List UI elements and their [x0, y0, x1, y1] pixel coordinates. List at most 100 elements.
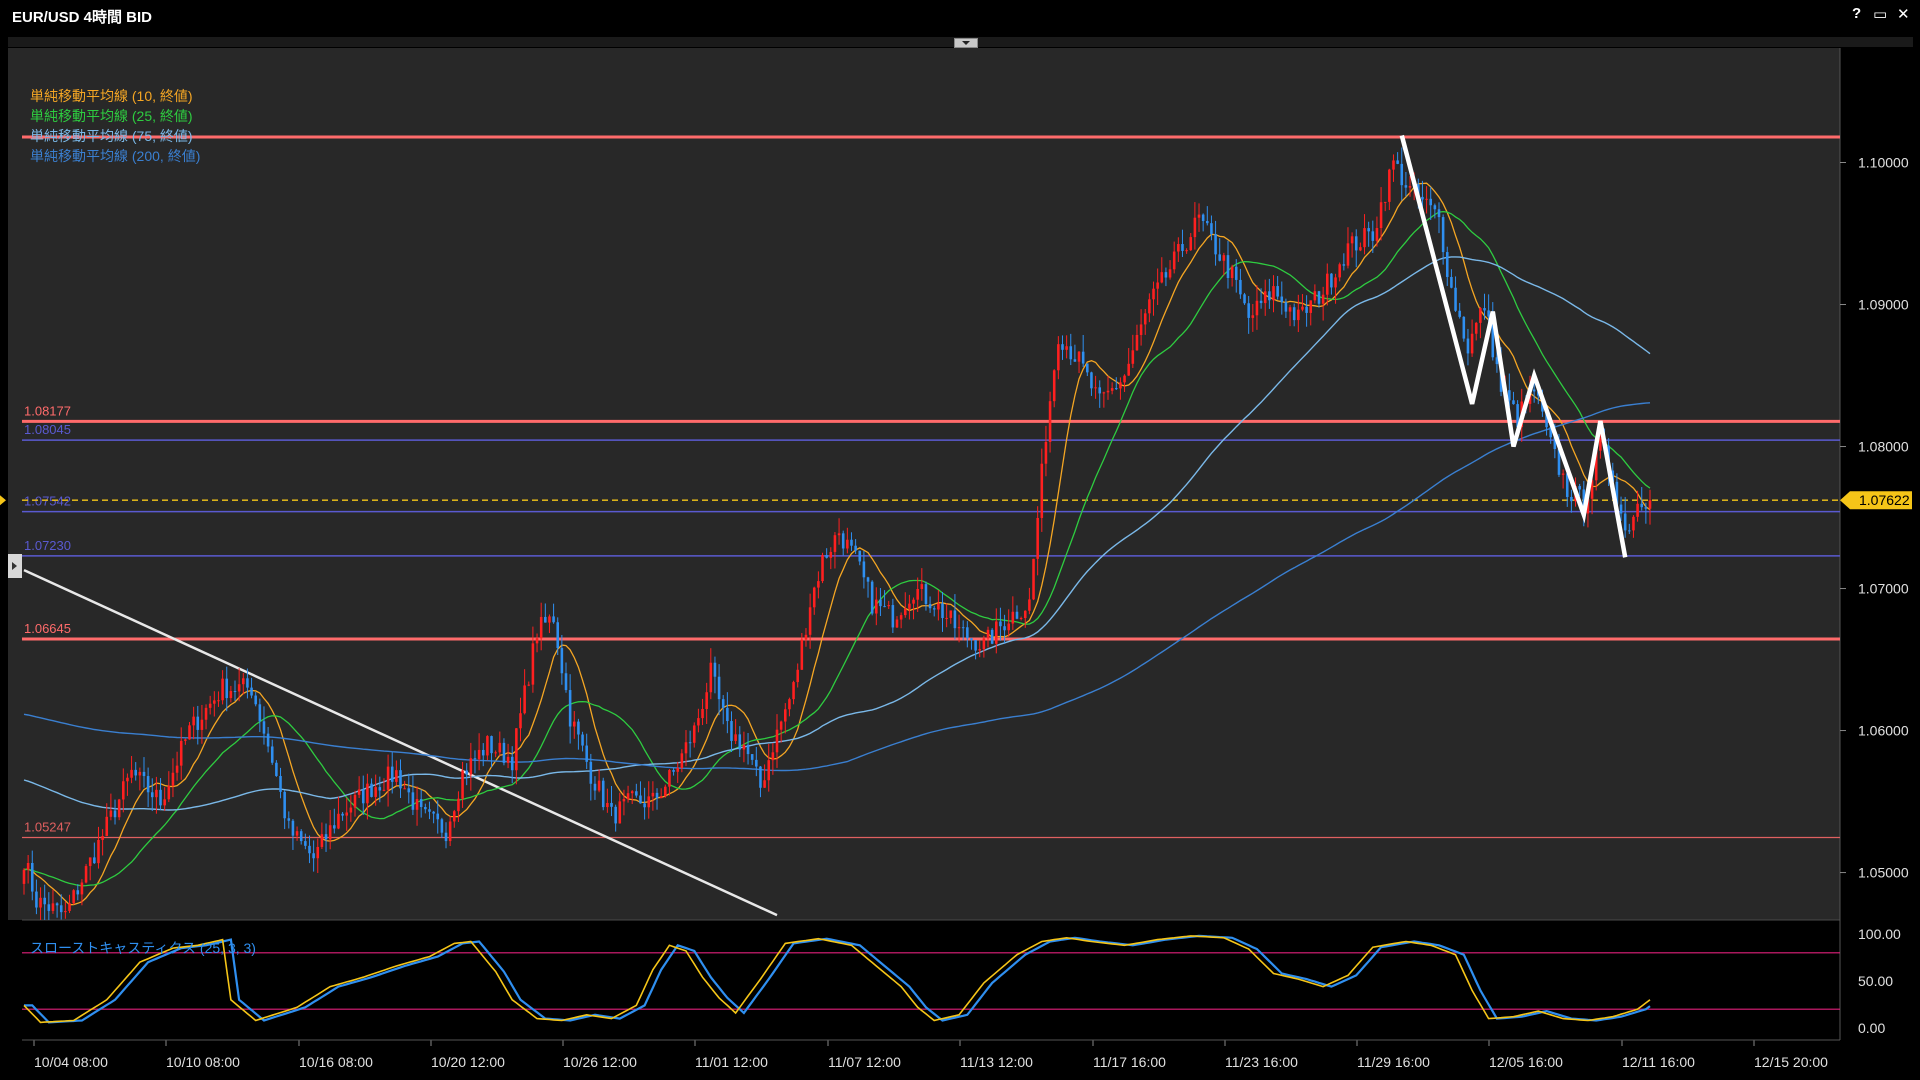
candle: [101, 836, 104, 840]
candle: [1379, 202, 1383, 229]
candle: [39, 897, 42, 908]
candle: [506, 756, 510, 763]
candle: [308, 845, 311, 854]
candle: [866, 577, 870, 582]
candle: [1007, 623, 1010, 631]
candle: [109, 810, 113, 817]
candle: [320, 834, 324, 847]
candle: [453, 811, 456, 822]
candle: [68, 903, 71, 911]
candle: [572, 721, 576, 727]
candle: [275, 762, 278, 776]
candle: [697, 718, 700, 726]
candle: [1189, 237, 1193, 251]
candle: [1375, 228, 1379, 241]
candle: [986, 629, 990, 639]
maximize-button[interactable]: ▭: [1873, 6, 1888, 23]
candle: [1292, 307, 1296, 321]
level-label: 1.07542: [24, 494, 71, 509]
trend-line[interactable]: [23, 568, 778, 917]
candle: [829, 551, 833, 558]
candle: [196, 716, 200, 730]
candle: [597, 780, 601, 791]
candle: [1479, 308, 1482, 323]
candle: [618, 801, 622, 824]
candle: [1094, 387, 1097, 389]
candle: [217, 700, 220, 702]
candle: [304, 841, 307, 846]
candle: [1114, 388, 1118, 390]
candle: [564, 673, 568, 691]
candle: [1152, 288, 1155, 300]
candle: [1408, 186, 1412, 188]
candle: [382, 789, 386, 791]
candle: [1615, 481, 1619, 505]
candle: [1185, 250, 1188, 252]
y-tick-label: 1.06000: [1858, 723, 1909, 739]
candle: [436, 813, 440, 820]
current-price-tag: [1840, 491, 1912, 510]
candle: [179, 740, 183, 766]
candle: [589, 761, 593, 784]
candle: [1392, 160, 1395, 170]
candle: [928, 604, 932, 609]
candle: [1222, 255, 1226, 261]
stoch-tick-label: 100.00: [1858, 926, 1901, 942]
candle: [750, 754, 754, 760]
x-tick-label: 11/01 12:00: [695, 1054, 768, 1070]
candle: [1363, 228, 1366, 248]
candle: [539, 616, 543, 639]
candle: [626, 793, 630, 800]
candle: [680, 753, 684, 769]
candle: [1487, 310, 1490, 317]
candle: [477, 749, 481, 760]
candle: [1425, 198, 1428, 200]
candle: [630, 791, 634, 794]
candle: [448, 821, 452, 842]
candle: [961, 627, 965, 629]
candle: [1607, 445, 1610, 471]
candle: [1462, 316, 1466, 339]
candle: [1520, 401, 1524, 428]
wave-drawing[interactable]: [1399, 134, 1628, 558]
level-label: 1.05247: [24, 819, 71, 834]
candle: [1011, 611, 1015, 624]
candle: [213, 700, 216, 704]
candle: [237, 684, 241, 692]
candle: [639, 795, 642, 804]
candle: [1565, 473, 1569, 497]
candle: [1288, 307, 1292, 312]
candle: [1272, 286, 1275, 301]
help-button[interactable]: ?: [1852, 5, 1862, 22]
candle: [883, 606, 886, 608]
candle: [1582, 489, 1586, 514]
candle: [556, 622, 560, 649]
candle: [1417, 184, 1420, 197]
candle: [1541, 395, 1544, 412]
candle: [1454, 287, 1457, 311]
candle: [614, 806, 617, 824]
candle: [1524, 401, 1528, 404]
candle: [440, 819, 444, 833]
candle: [1636, 503, 1639, 517]
candle: [43, 897, 46, 905]
left-price-marker: [0, 495, 6, 506]
candle: [1247, 303, 1250, 318]
candle: [1516, 404, 1519, 428]
candle: [1301, 306, 1304, 310]
collapse-toggle-button[interactable]: [954, 38, 978, 48]
close-button[interactable]: ✕: [1897, 6, 1910, 23]
candle: [444, 832, 448, 842]
side-panel-toggle[interactable]: [8, 554, 22, 578]
candle: [1023, 610, 1027, 619]
x-tick-label: 12/15 20:00: [1754, 1054, 1828, 1070]
candle: [1127, 363, 1130, 376]
candle: [1143, 313, 1147, 325]
candle: [130, 769, 133, 778]
candle: [713, 662, 717, 677]
candle: [80, 882, 84, 895]
candle: [1036, 517, 1039, 559]
candle: [208, 703, 212, 708]
candle: [721, 699, 725, 708]
